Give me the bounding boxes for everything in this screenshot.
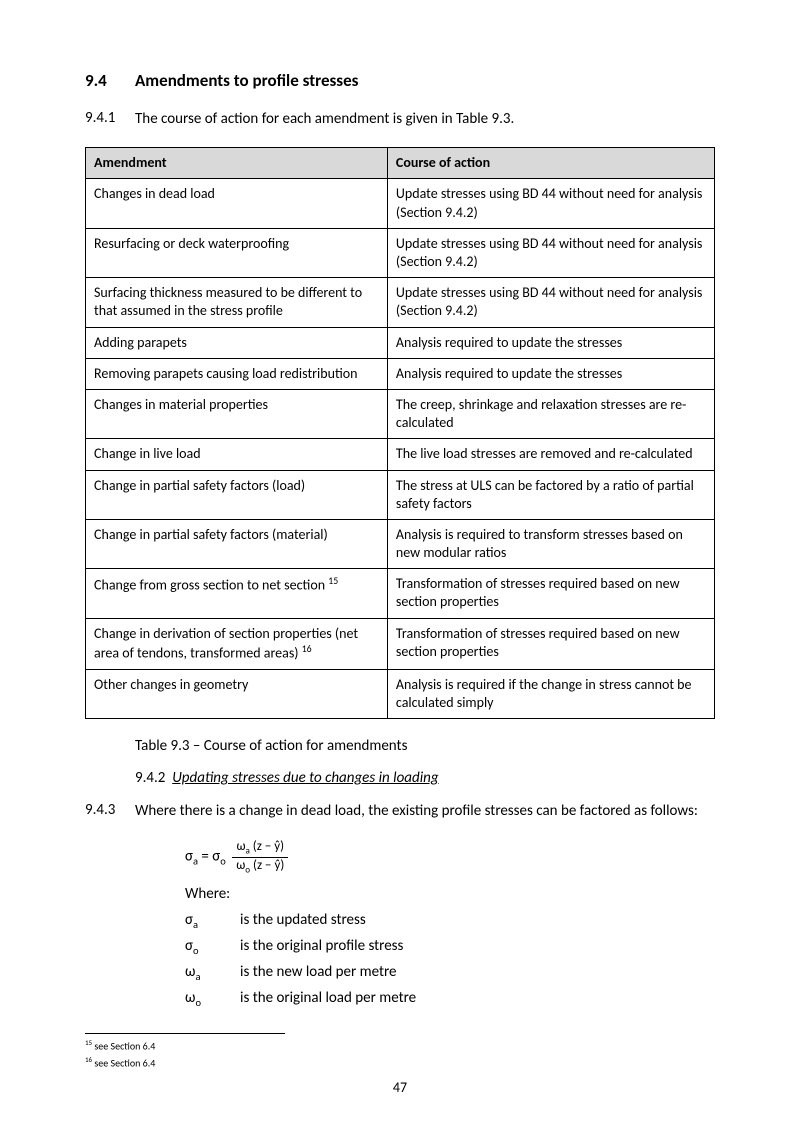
cell-action: The stress at ULS can be factored by a r… bbox=[387, 470, 714, 519]
table-row: Change in live loadThe live load stresse… bbox=[86, 439, 715, 470]
cell-action: Analysis is required to transform stress… bbox=[387, 519, 714, 568]
cell-amendment: Other changes in geometry bbox=[86, 669, 388, 718]
para-text: The course of action for each amendment … bbox=[135, 109, 715, 129]
cell-action: Analysis required to update the stresses bbox=[387, 327, 714, 358]
table-row: Removing parapets causing load redistrib… bbox=[86, 358, 715, 389]
amendments-table: Amendment Course of action Changes in de… bbox=[85, 147, 715, 719]
table-row: Changes in material propertiesThe creep,… bbox=[86, 389, 715, 438]
cell-amendment: Resurfacing or deck waterproofing bbox=[86, 228, 388, 277]
cell-action: Update stresses using BD 44 without need… bbox=[387, 179, 714, 228]
cell-action: Transformation of stresses required base… bbox=[387, 618, 714, 669]
cell-action: Update stresses using BD 44 without need… bbox=[387, 278, 714, 327]
footnotes: 15 see Section 6.4 16 see Section 6.4 bbox=[85, 1033, 285, 1071]
cell-action: Transformation of stresses required base… bbox=[387, 569, 714, 618]
symbol: σo bbox=[185, 937, 240, 957]
section-title: Amendments to profile stresses bbox=[135, 70, 715, 91]
col-header-action: Course of action bbox=[387, 148, 714, 179]
table-row: Change in partial safety factors (materi… bbox=[86, 519, 715, 568]
intro-paragraph: 9.4.1 The course of action for each amen… bbox=[85, 109, 715, 129]
page-content: 9.4 Amendments to profile stresses 9.4.1… bbox=[0, 0, 800, 1085]
symbol: ωa bbox=[185, 963, 240, 983]
formula: σa = σo ωa (z − ŷ) ωo (z − ŷ) bbox=[185, 839, 715, 875]
formula-where: Where: bbox=[185, 885, 715, 903]
cell-action: Analysis is required if the change in st… bbox=[387, 669, 714, 718]
table-row: Change from gross section to net section… bbox=[86, 569, 715, 618]
page-number: 47 bbox=[0, 1079, 800, 1096]
table-row: Resurfacing or deck waterproofingUpdate … bbox=[86, 228, 715, 277]
cell-action: The creep, shrinkage and relaxation stre… bbox=[387, 389, 714, 438]
formula-def: ωais the new load per metre bbox=[185, 963, 715, 983]
formula-block: σa = σo ωa (z − ŷ) ωo (z − ŷ) Where: σai… bbox=[185, 839, 715, 1009]
fraction: ωa (z − ŷ) ωo (z − ŷ) bbox=[232, 839, 288, 875]
cell-amendment: Change in partial safety factors (materi… bbox=[86, 519, 388, 568]
cell-action: Analysis required to update the stresses bbox=[387, 358, 714, 389]
col-header-amendment: Amendment bbox=[86, 148, 388, 179]
footnote: 16 see Section 6.4 bbox=[85, 1055, 285, 1069]
cell-amendment: Changes in dead load bbox=[86, 179, 388, 228]
para-text: Where there is a change in dead load, th… bbox=[135, 801, 715, 821]
cell-amendment: Change from gross section to net section… bbox=[86, 569, 388, 618]
table-row: Other changes in geometryAnalysis is req… bbox=[86, 669, 715, 718]
cell-amendment: Surfacing thickness measured to be diffe… bbox=[86, 278, 388, 327]
cell-amendment: Change in derivation of section properti… bbox=[86, 618, 388, 669]
subsection-title: Updating stresses due to changes in load… bbox=[172, 769, 438, 787]
cell-action: The live load stresses are removed and r… bbox=[387, 439, 714, 470]
formula-def: σais the updated stress bbox=[185, 911, 715, 931]
formula-def: σois the original profile stress bbox=[185, 937, 715, 957]
section-number: 9.4 bbox=[85, 70, 135, 91]
table-row: Change in derivation of section properti… bbox=[86, 618, 715, 669]
symbol: ωo bbox=[185, 989, 240, 1009]
cell-action: Update stresses using BD 44 without need… bbox=[387, 228, 714, 277]
cell-amendment: Change in live load bbox=[86, 439, 388, 470]
section-heading: 9.4 Amendments to profile stresses bbox=[85, 70, 715, 91]
definition: is the original load per metre bbox=[240, 989, 715, 1009]
symbol: σa bbox=[185, 911, 240, 931]
para-number: 9.4.1 bbox=[85, 109, 135, 129]
table-caption: Table 9.3 – Course of action for amendme… bbox=[135, 737, 715, 755]
table-row: Change in partial safety factors (load)T… bbox=[86, 470, 715, 519]
para-number: 9.4.3 bbox=[85, 801, 135, 821]
table-row: Surfacing thickness measured to be diffe… bbox=[86, 278, 715, 327]
table-row: Changes in dead loadUpdate stresses usin… bbox=[86, 179, 715, 228]
footnote: 15 see Section 6.4 bbox=[85, 1038, 285, 1052]
subsection-number: 9.4.2 bbox=[135, 769, 165, 787]
table-row: Adding parapetsAnalysis required to upda… bbox=[86, 327, 715, 358]
definition: is the updated stress bbox=[240, 911, 715, 931]
definition: is the original profile stress bbox=[240, 937, 715, 957]
formula-intro: 9.4.3 Where there is a change in dead lo… bbox=[85, 801, 715, 821]
definition: is the new load per metre bbox=[240, 963, 715, 983]
cell-amendment: Removing parapets causing load redistrib… bbox=[86, 358, 388, 389]
formula-def: ωois the original load per metre bbox=[185, 989, 715, 1009]
cell-amendment: Changes in material properties bbox=[86, 389, 388, 438]
cell-amendment: Change in partial safety factors (load) bbox=[86, 470, 388, 519]
cell-amendment: Adding parapets bbox=[86, 327, 388, 358]
subsection-heading: 9.4.2 Updating stresses due to changes i… bbox=[135, 769, 715, 787]
table-header-row: Amendment Course of action bbox=[86, 148, 715, 179]
